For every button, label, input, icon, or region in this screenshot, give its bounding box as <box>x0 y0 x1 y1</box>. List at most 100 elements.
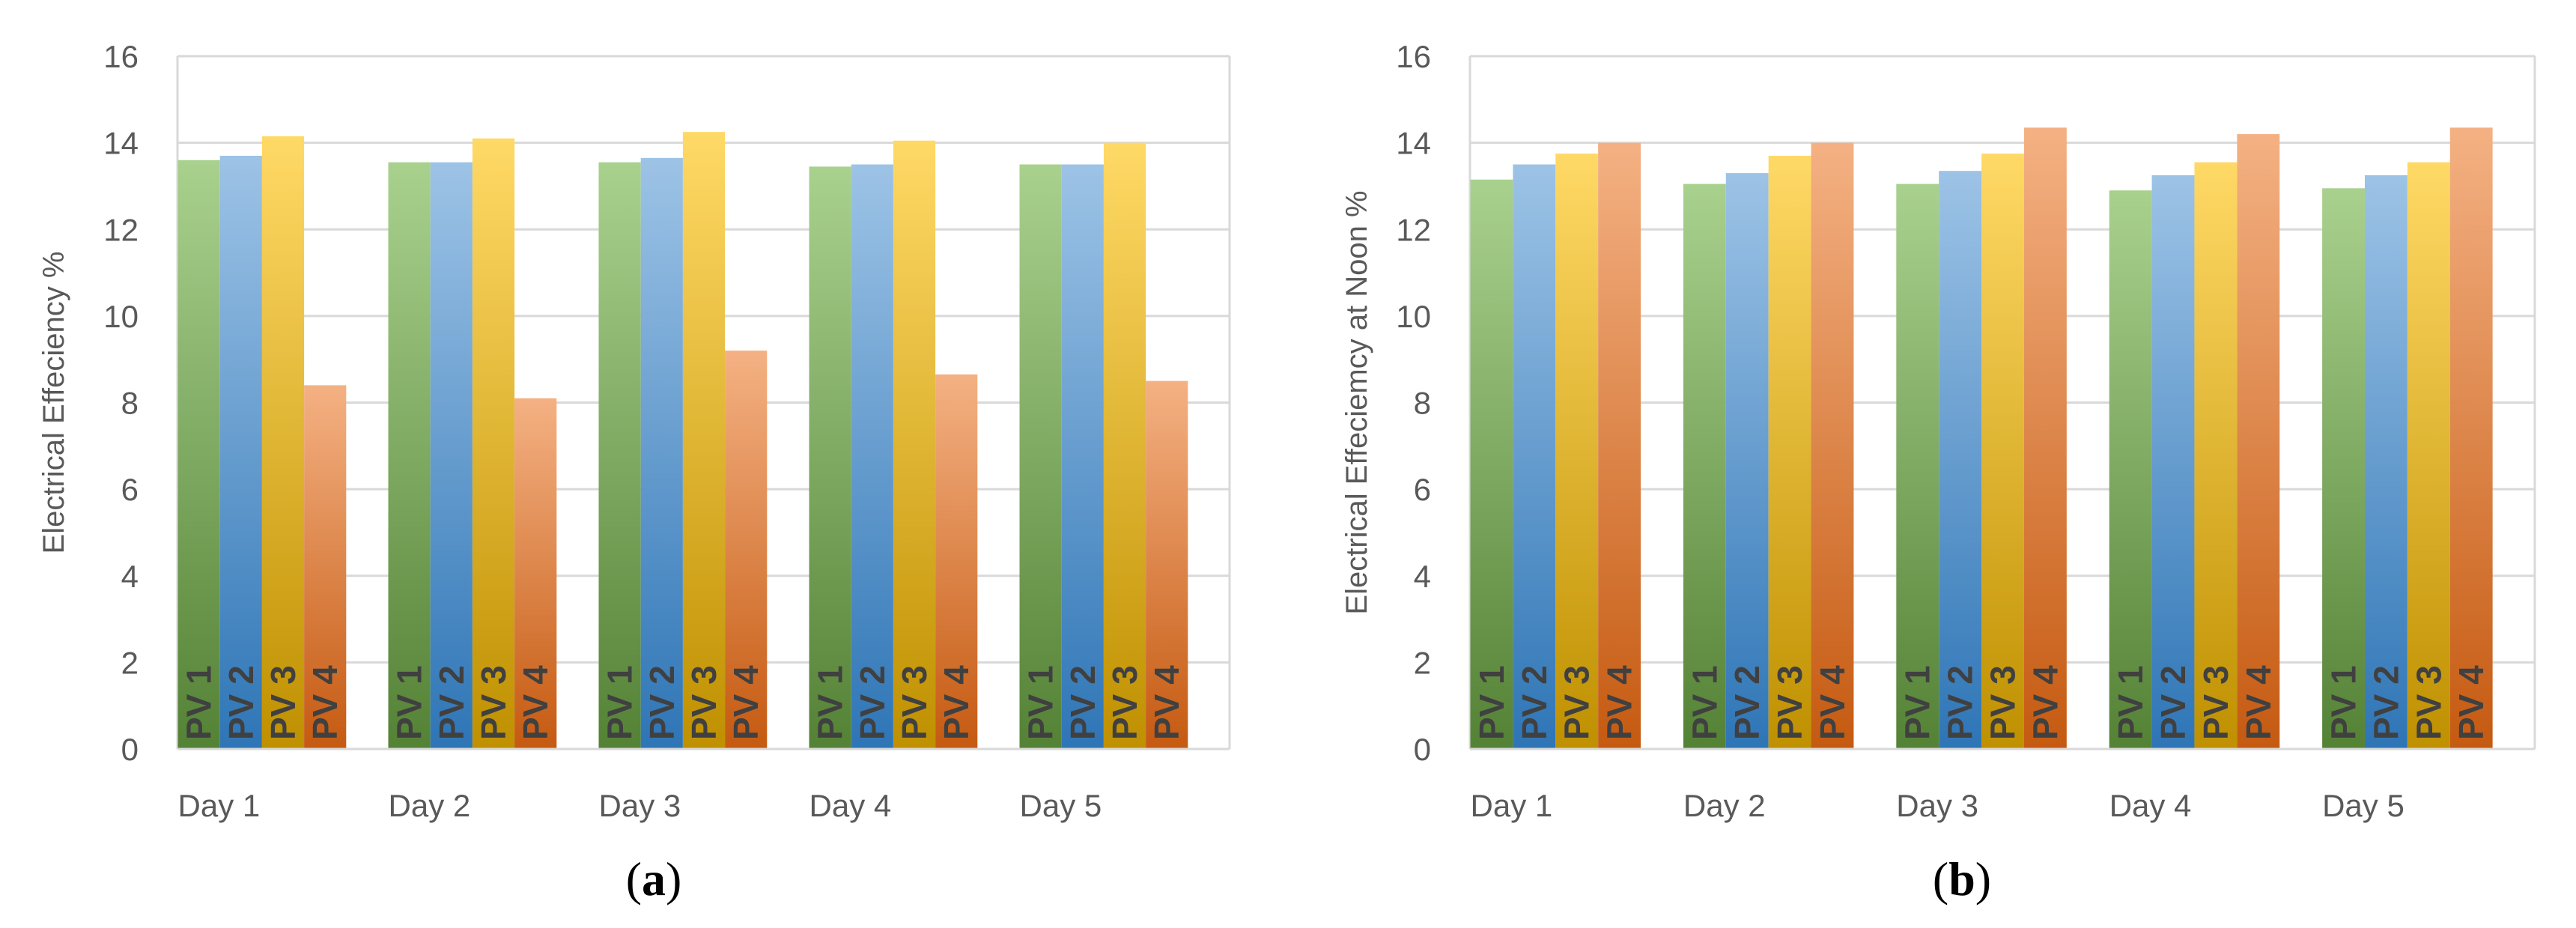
bar-pv2-day5 <box>1061 164 1104 749</box>
y-tick-label: 12 <box>103 212 139 247</box>
y-tick-label: 6 <box>1414 472 1431 507</box>
bar-pv4-day4 <box>2237 134 2280 749</box>
bar-series-label: PV 4 <box>937 665 976 740</box>
x-tick-label: Day 4 <box>809 788 892 823</box>
bar-pv4-day2 <box>514 398 557 749</box>
x-tick-label: Day 4 <box>2109 788 2192 823</box>
bar-series-label: PV 1 <box>2324 665 2363 740</box>
x-tick-label: Day 3 <box>599 788 681 823</box>
bar-series-label: PV 4 <box>1600 665 1639 740</box>
bar-series-label: PV 2 <box>1941 665 1980 740</box>
bar-series-label: PV 4 <box>2452 665 2491 740</box>
bar-pv1-day4 <box>809 166 851 749</box>
y-tick-label: 2 <box>121 645 139 680</box>
bar-pv3-day3 <box>1981 154 2024 749</box>
bar-series-label: PV 2 <box>222 665 261 740</box>
bar-series-label: PV 2 <box>2154 665 2193 740</box>
bar-pv4-day3 <box>725 351 768 749</box>
x-tick-label: Day 1 <box>178 788 261 823</box>
y-tick-label: 4 <box>121 559 139 594</box>
chart-a: 0 2 4 6 8 10 12 14 16 Electrical Effeciency % PV 1… <box>37 39 1231 823</box>
bar-pv4-day1 <box>304 385 347 749</box>
bar-series-label: PV 1 <box>2111 665 2150 740</box>
bar-series-label: PV 4 <box>1813 665 1852 740</box>
bar-pv2-day2 <box>430 162 473 749</box>
bar-series-label: PV 2 <box>432 665 471 740</box>
y-tick-label: 10 <box>103 299 139 334</box>
bar-series-label: PV 3 <box>684 665 723 740</box>
bar-series-label: PV 1 <box>1021 665 1060 740</box>
bar-series-label: PV 2 <box>853 665 892 740</box>
bar-series-label: PV 2 <box>1728 665 1767 740</box>
bar-series-label: PV 2 <box>643 665 681 740</box>
bar-series-label: PV 3 <box>1558 665 1597 740</box>
x-tick-label: Day 3 <box>1896 788 1978 823</box>
bar-pv4-day5 <box>2449 127 2493 749</box>
bar-series-label: PV 1 <box>180 665 219 740</box>
bar-pv1-day1 <box>177 160 220 749</box>
bar-series-label: PV 3 <box>1105 665 1144 740</box>
y-tick-label: 10 <box>1396 299 1431 334</box>
y-tick-label: 4 <box>1414 559 1431 594</box>
bar-pv3-day2 <box>1768 155 1811 749</box>
bar-pv2-day1 <box>1513 164 1556 749</box>
bar-series-label: PV 1 <box>1685 665 1724 740</box>
x-tick-label: Day 2 <box>1683 788 1766 823</box>
y-tick-label: 14 <box>1396 126 1431 161</box>
bar-pv1-day3 <box>598 162 641 749</box>
bar-pv1-day2 <box>388 162 431 749</box>
bar-series-label: PV 1 <box>390 665 429 740</box>
bar-series-label: PV 4 <box>726 665 765 740</box>
bar-series-label: PV 4 <box>516 665 555 740</box>
bar-pv1-day4 <box>2109 190 2152 749</box>
bar-pv4-day5 <box>1146 380 1188 749</box>
bar-series-label: PV 3 <box>2196 665 2235 740</box>
bar-pv3-day2 <box>472 138 515 749</box>
bar-series-label: PV 3 <box>1770 665 1809 740</box>
bar-pv1-day1 <box>1470 179 1513 749</box>
bar-pv2-day3 <box>640 157 683 749</box>
bar-pv1-day5 <box>1019 164 1062 749</box>
bar-pv3-day5 <box>2407 162 2450 749</box>
bar-pv2-day4 <box>2151 175 2195 749</box>
y-tick-label: 14 <box>103 126 139 161</box>
bar-series-label: PV 4 <box>2026 665 2065 740</box>
bar-pv1-day5 <box>2322 188 2365 749</box>
x-tick-label: Day 5 <box>2322 788 2405 823</box>
bar-series-label: PV 4 <box>2239 665 2278 740</box>
x-tick-label: Day 1 <box>1471 788 1553 823</box>
chart-b: 0 2 4 6 8 10 12 14 16 Electrical Effeciemcy at No… <box>1340 39 2536 823</box>
bar-pv4-day2 <box>1811 142 1854 749</box>
bar-series-label: PV 1 <box>601 665 640 740</box>
bar-series-label: PV 3 <box>2409 665 2448 740</box>
bar-pv3-day4 <box>893 140 936 749</box>
bar-series-label: PV 3 <box>895 665 934 740</box>
bar-pv2-day4 <box>851 164 893 749</box>
bar-pv4-day1 <box>1598 142 1641 749</box>
bar-series-label: PV 2 <box>1515 665 1554 740</box>
bar-pv3-day5 <box>1103 142 1146 749</box>
panel-label-b: (b) <box>1933 852 1991 906</box>
panel-letter-a: a <box>642 852 666 906</box>
y-tick-label: 8 <box>1414 386 1431 421</box>
panel-label-a: (a) <box>626 852 682 906</box>
bar-pv2-day2 <box>1725 173 1769 749</box>
bar-pv3-day4 <box>2194 162 2238 749</box>
y-tick-label: 12 <box>1396 212 1431 247</box>
bar-pv2-day1 <box>219 155 262 749</box>
x-tick-label: Day 5 <box>1020 788 1102 823</box>
bar-series-label: PV 4 <box>1147 665 1186 740</box>
bar-pv3-day1 <box>1555 154 1599 749</box>
bar-pv2-day5 <box>2364 175 2408 749</box>
bar-pv4-day3 <box>2023 127 2067 749</box>
y-tick-label: 8 <box>121 386 139 421</box>
bar-pv3-day3 <box>682 132 726 749</box>
y-tick-label: 16 <box>103 39 139 74</box>
bar-series-label: PV 2 <box>1063 665 1102 740</box>
y-tick-label: 0 <box>121 732 139 767</box>
bar-pv1-day3 <box>1896 184 1939 749</box>
bar-series-label: PV 4 <box>306 665 344 740</box>
y-axis-title: Electrical Effeciemcy at Noon % <box>1340 190 1373 614</box>
panel-letter-b: b <box>1948 852 1975 906</box>
